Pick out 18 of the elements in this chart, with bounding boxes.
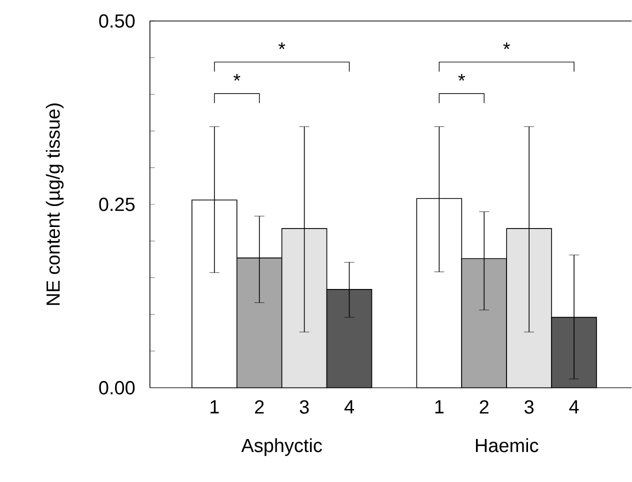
series-label: 1 — [210, 400, 219, 414]
y-axis-title: NE content (µg/g tissue) — [46, 104, 64, 306]
y-tick-label: 0.50 — [99, 14, 135, 28]
text: 2 — [480, 400, 488, 414]
series-label: 4 — [344, 400, 354, 414]
text: 4 — [569, 400, 579, 414]
text: 1 — [435, 400, 444, 414]
series-label: 3 — [300, 400, 309, 414]
y-tick-label: 0.00 — [99, 381, 135, 395]
y-tick-label: 0.25 — [99, 198, 135, 212]
annotation: * — [278, 42, 286, 50]
annotation: * — [503, 42, 510, 50]
x-tick-label: Haemic — [476, 438, 538, 452]
annotation: * — [234, 74, 240, 81]
text: 3 — [524, 400, 534, 414]
annotation: * — [458, 74, 466, 81]
series-label: 2 — [255, 400, 264, 414]
x-tick-label: Asphyctic — [241, 438, 322, 456]
